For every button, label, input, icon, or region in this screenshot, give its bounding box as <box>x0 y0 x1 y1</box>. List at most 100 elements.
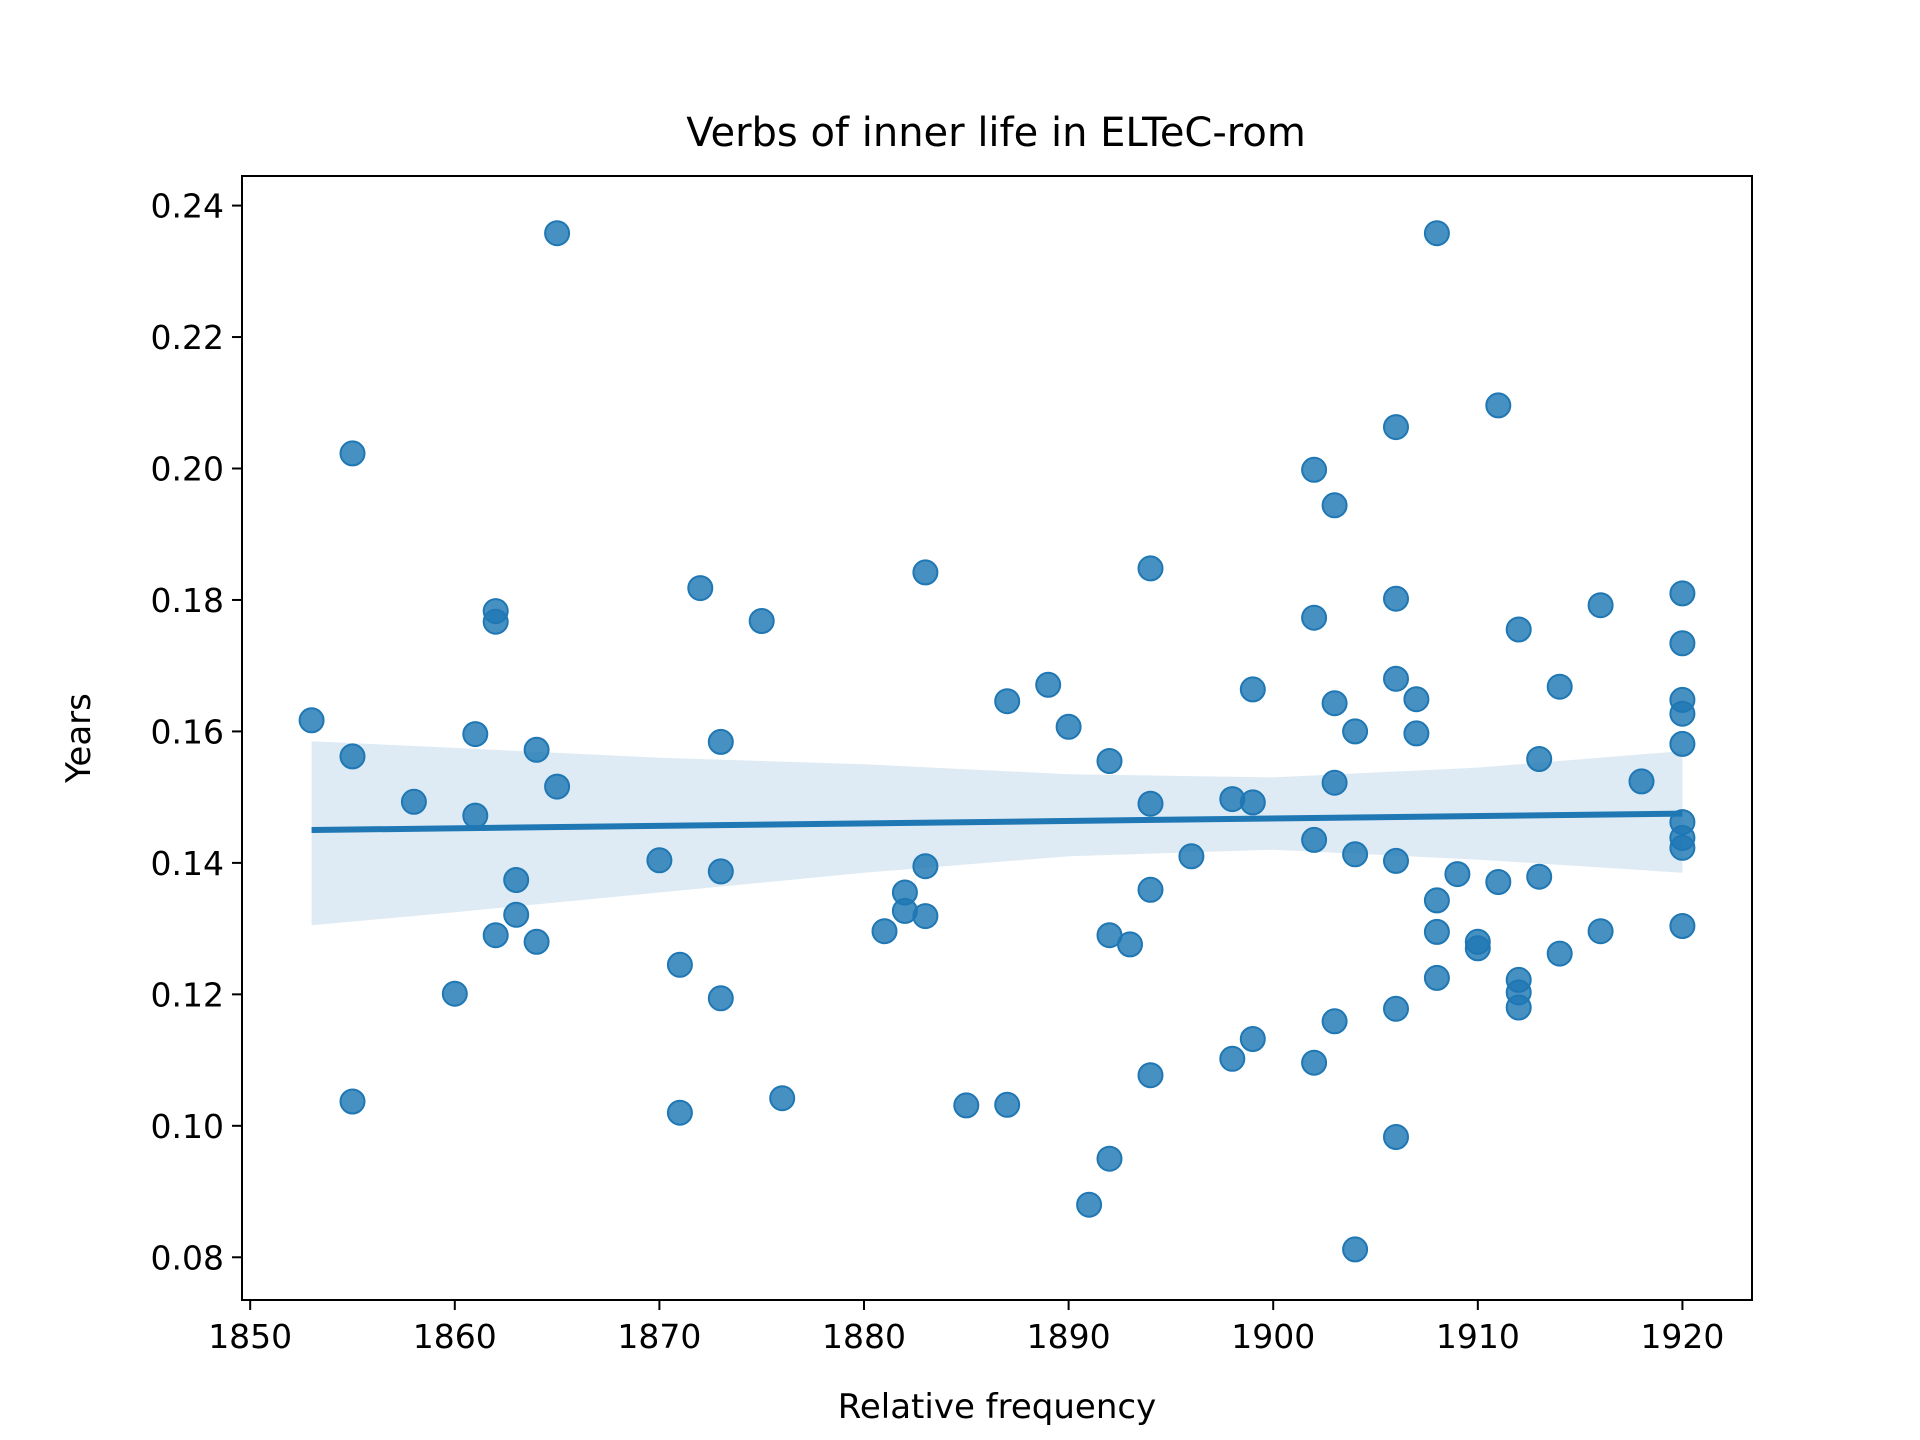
data-point <box>1096 1145 1123 1172</box>
data-point <box>544 773 571 800</box>
data-point <box>1137 1062 1164 1089</box>
data-point <box>912 903 939 930</box>
data-point <box>1628 768 1655 795</box>
data-point <box>1383 585 1409 612</box>
data-point <box>503 901 530 928</box>
data-point <box>1669 834 1696 861</box>
y-axis-label: Years <box>59 693 99 784</box>
data-point <box>1526 863 1553 890</box>
plot-frame <box>241 175 1753 1301</box>
data-point <box>1239 1026 1266 1052</box>
data-point <box>1669 913 1696 939</box>
data-point <box>1669 630 1696 657</box>
data-point <box>1485 392 1512 419</box>
data-point <box>298 707 325 734</box>
data-point <box>646 847 673 874</box>
data-point <box>769 1085 796 1112</box>
data-point <box>1301 604 1328 631</box>
confidence-band <box>311 741 1683 926</box>
regression-line <box>311 810 1683 834</box>
data-point <box>1342 841 1369 868</box>
y-tick-label: 0.08 <box>151 1238 224 1277</box>
data-point <box>1444 861 1471 888</box>
data-point <box>912 853 939 880</box>
data-point <box>1546 673 1573 700</box>
data-point <box>707 728 734 755</box>
data-point <box>666 951 693 978</box>
data-point <box>1383 414 1409 441</box>
data-point <box>1321 690 1348 717</box>
data-point <box>1423 964 1450 991</box>
data-point <box>1587 592 1614 619</box>
regression-line-layer <box>311 810 1683 834</box>
data-point <box>1342 718 1369 745</box>
data-point <box>1383 665 1409 692</box>
y-tick-label: 0.24 <box>151 187 224 226</box>
data-point <box>339 743 366 770</box>
y-tick-label: 0.10 <box>151 1107 224 1146</box>
data-point <box>482 608 509 635</box>
data-point <box>1669 730 1696 757</box>
x-tick-label: 1850 <box>208 1317 292 1356</box>
x-axis-label: Relative frequency <box>838 1387 1156 1427</box>
chart-title: Verbs of inner life in ELTeC-rom <box>686 110 1306 156</box>
data-point <box>503 867 530 893</box>
data-point <box>1321 1008 1348 1035</box>
data-point <box>1137 555 1164 582</box>
data-point <box>994 1091 1021 1118</box>
data-point <box>1301 826 1328 853</box>
data-point <box>871 918 898 945</box>
data-point <box>523 928 550 955</box>
data-point <box>1321 769 1348 796</box>
data-point <box>1096 748 1123 774</box>
x-tick-label: 1910 <box>1436 1317 1520 1356</box>
data-point <box>1423 918 1450 945</box>
data-point <box>1403 720 1430 747</box>
data-point <box>1239 789 1266 816</box>
data-point <box>462 721 489 748</box>
y-tick-label: 0.18 <box>151 581 224 620</box>
data-point <box>1301 456 1328 483</box>
data-point <box>400 788 427 815</box>
data-point <box>1239 676 1266 703</box>
y-axis: 0.08 0.10 0.12 0.14 0.16 0.18 0.20 0.22 0.24 <box>151 187 242 1277</box>
data-point <box>707 858 734 885</box>
data-point <box>1342 1236 1369 1263</box>
x-tick-label: 1870 <box>617 1317 701 1356</box>
data-point <box>339 440 366 467</box>
data-point <box>953 1092 980 1119</box>
data-point <box>912 559 939 586</box>
data-point <box>1219 1045 1246 1072</box>
data-point <box>1383 995 1409 1022</box>
x-tick-label: 1890 <box>1027 1317 1111 1356</box>
data-point <box>687 575 714 602</box>
data-point <box>1035 671 1062 698</box>
data-point <box>1117 931 1143 958</box>
data-point <box>1587 918 1614 945</box>
data-point <box>1055 713 1082 740</box>
x-tick-label: 1900 <box>1231 1317 1315 1356</box>
data-point <box>1505 994 1532 1021</box>
x-tick-label: 1860 <box>413 1317 497 1356</box>
y-tick-label: 0.22 <box>151 318 224 357</box>
data-point <box>482 922 509 949</box>
data-point <box>462 802 489 829</box>
x-tick-label: 1920 <box>1640 1317 1724 1356</box>
data-point <box>1137 876 1164 903</box>
y-tick-label: 0.14 <box>151 844 224 883</box>
data-point <box>666 1099 693 1126</box>
data-point <box>1403 686 1430 713</box>
data-point <box>1526 746 1553 772</box>
data-point <box>1383 847 1409 874</box>
data-point <box>748 608 775 634</box>
data-point <box>1383 1124 1409 1150</box>
data-point <box>1546 940 1573 967</box>
y-tick-label: 0.12 <box>151 975 224 1014</box>
data-point <box>1423 220 1450 247</box>
data-point <box>1137 790 1164 817</box>
data-point <box>1423 887 1450 914</box>
data-point <box>1321 492 1348 519</box>
data-point <box>1301 1049 1328 1076</box>
data-point <box>441 980 468 1007</box>
x-axis: 1850 1860 1870 1880 1890 1900 1910 1920 <box>208 1300 1724 1356</box>
